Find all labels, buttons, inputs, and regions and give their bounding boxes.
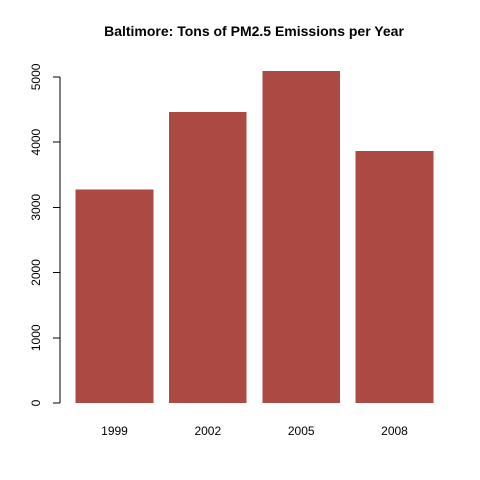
y-tick-label-3000: 3000 [29, 194, 43, 221]
bar-1999 [76, 190, 154, 404]
y-tick-label-0: 0 [29, 399, 43, 406]
bars-layer [76, 71, 434, 403]
bar-2002 [169, 112, 247, 403]
x-tick-label-2005: 2005 [288, 424, 315, 438]
y-axis: 0 1000 2000 3000 4000 5000 [29, 63, 60, 406]
y-tick-label-4000: 4000 [29, 128, 43, 155]
x-tick-label-2002: 2002 [194, 424, 221, 438]
x-tick-label-1999: 1999 [101, 424, 128, 438]
x-tick-label-2008: 2008 [381, 424, 408, 438]
bar-2008 [356, 151, 434, 403]
bar-2005 [262, 71, 340, 403]
y-tick-label-5000: 5000 [29, 63, 43, 90]
chart-title: Baltimore: Tons of PM2.5 Emissions per Y… [104, 23, 404, 39]
x-axis-labels: 1999 2002 2005 2008 [101, 424, 408, 438]
y-tick-label-1000: 1000 [29, 324, 43, 351]
y-tick-label-2000: 2000 [29, 259, 43, 286]
